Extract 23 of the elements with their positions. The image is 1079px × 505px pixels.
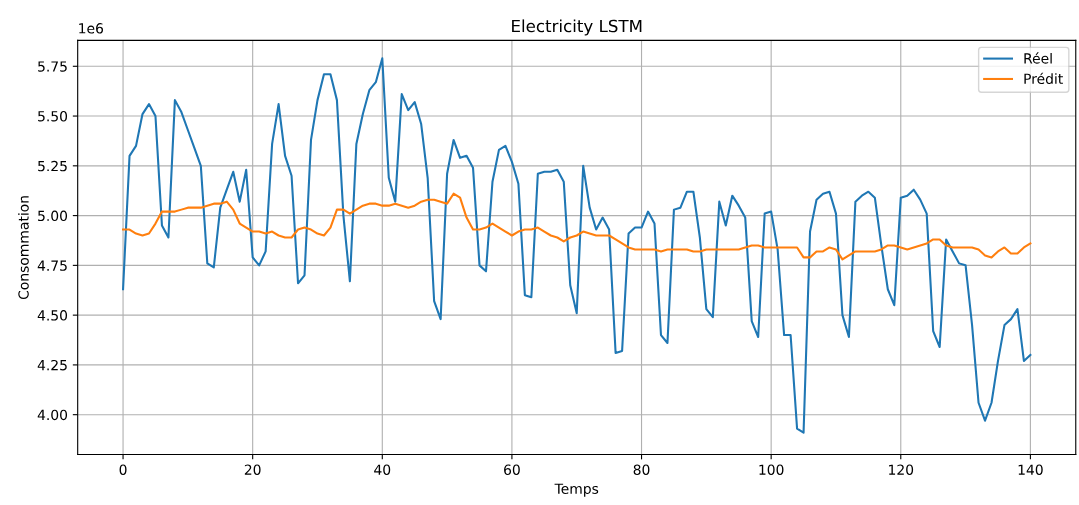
x-tick-label: 80 [633,464,650,475]
y-tick-label: 5.25 [38,160,67,172]
x-tick-label: 20 [244,464,261,475]
y-tick-label: 5.00 [38,210,68,222]
x-tick-label: 100 [759,464,784,475]
y-tick-label: 4.50 [37,310,68,321]
x-tick-label: 120 [889,464,914,475]
y-tick-label: 5.50 [38,111,68,122]
x-tick-label: 60 [504,464,520,475]
legend-label: Prédit [1024,72,1063,85]
chart-title: Electricity LSTM [512,19,642,36]
x-tick-label: 40 [374,464,391,475]
y-tick-label: 4.00 [37,409,68,421]
x-tick-label: 0 [119,464,127,475]
x-axis-title: Temps [554,483,599,497]
text: 1e6 [79,23,104,34]
y-tick-label: 4.25 [37,359,67,371]
line-series [122,192,1032,261]
y-tick-label: 5.75 [38,61,67,72]
x-tick-label: 140 [1018,464,1043,475]
y-axis-title: Consommation [18,196,29,300]
legend-label: Réel [1024,52,1052,64]
y-tick-label: 4.75 [37,260,67,271]
